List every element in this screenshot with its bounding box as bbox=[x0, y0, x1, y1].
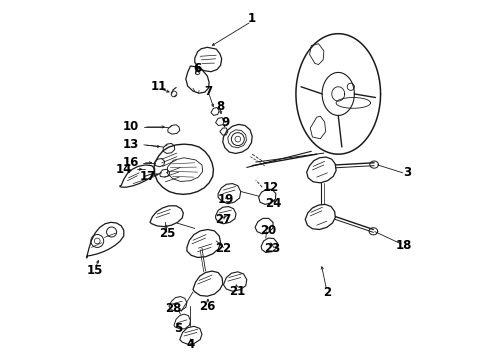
Text: 4: 4 bbox=[186, 338, 195, 351]
Text: 12: 12 bbox=[262, 181, 278, 194]
Text: 22: 22 bbox=[216, 242, 232, 255]
Text: 2: 2 bbox=[323, 287, 331, 300]
Text: 9: 9 bbox=[221, 116, 229, 129]
Text: 27: 27 bbox=[216, 213, 232, 226]
Text: 13: 13 bbox=[123, 138, 139, 151]
Text: 3: 3 bbox=[403, 166, 412, 179]
Text: 7: 7 bbox=[204, 85, 213, 98]
Text: 14: 14 bbox=[116, 163, 132, 176]
Text: 18: 18 bbox=[395, 239, 412, 252]
Text: 19: 19 bbox=[218, 193, 235, 206]
Text: 25: 25 bbox=[159, 226, 175, 239]
Text: 24: 24 bbox=[266, 197, 282, 210]
Text: 1: 1 bbox=[247, 12, 255, 25]
Text: 8: 8 bbox=[216, 100, 224, 113]
Text: 15: 15 bbox=[87, 264, 103, 277]
Text: 16: 16 bbox=[123, 156, 139, 169]
Text: 6: 6 bbox=[194, 62, 202, 75]
Text: 20: 20 bbox=[260, 224, 276, 238]
Text: 21: 21 bbox=[229, 285, 245, 298]
Text: 17: 17 bbox=[139, 170, 156, 183]
Text: 10: 10 bbox=[123, 121, 139, 134]
Text: 28: 28 bbox=[165, 302, 181, 315]
Text: 5: 5 bbox=[174, 322, 182, 335]
Text: 26: 26 bbox=[199, 300, 216, 313]
Text: 23: 23 bbox=[264, 242, 280, 255]
Text: 11: 11 bbox=[151, 80, 167, 93]
